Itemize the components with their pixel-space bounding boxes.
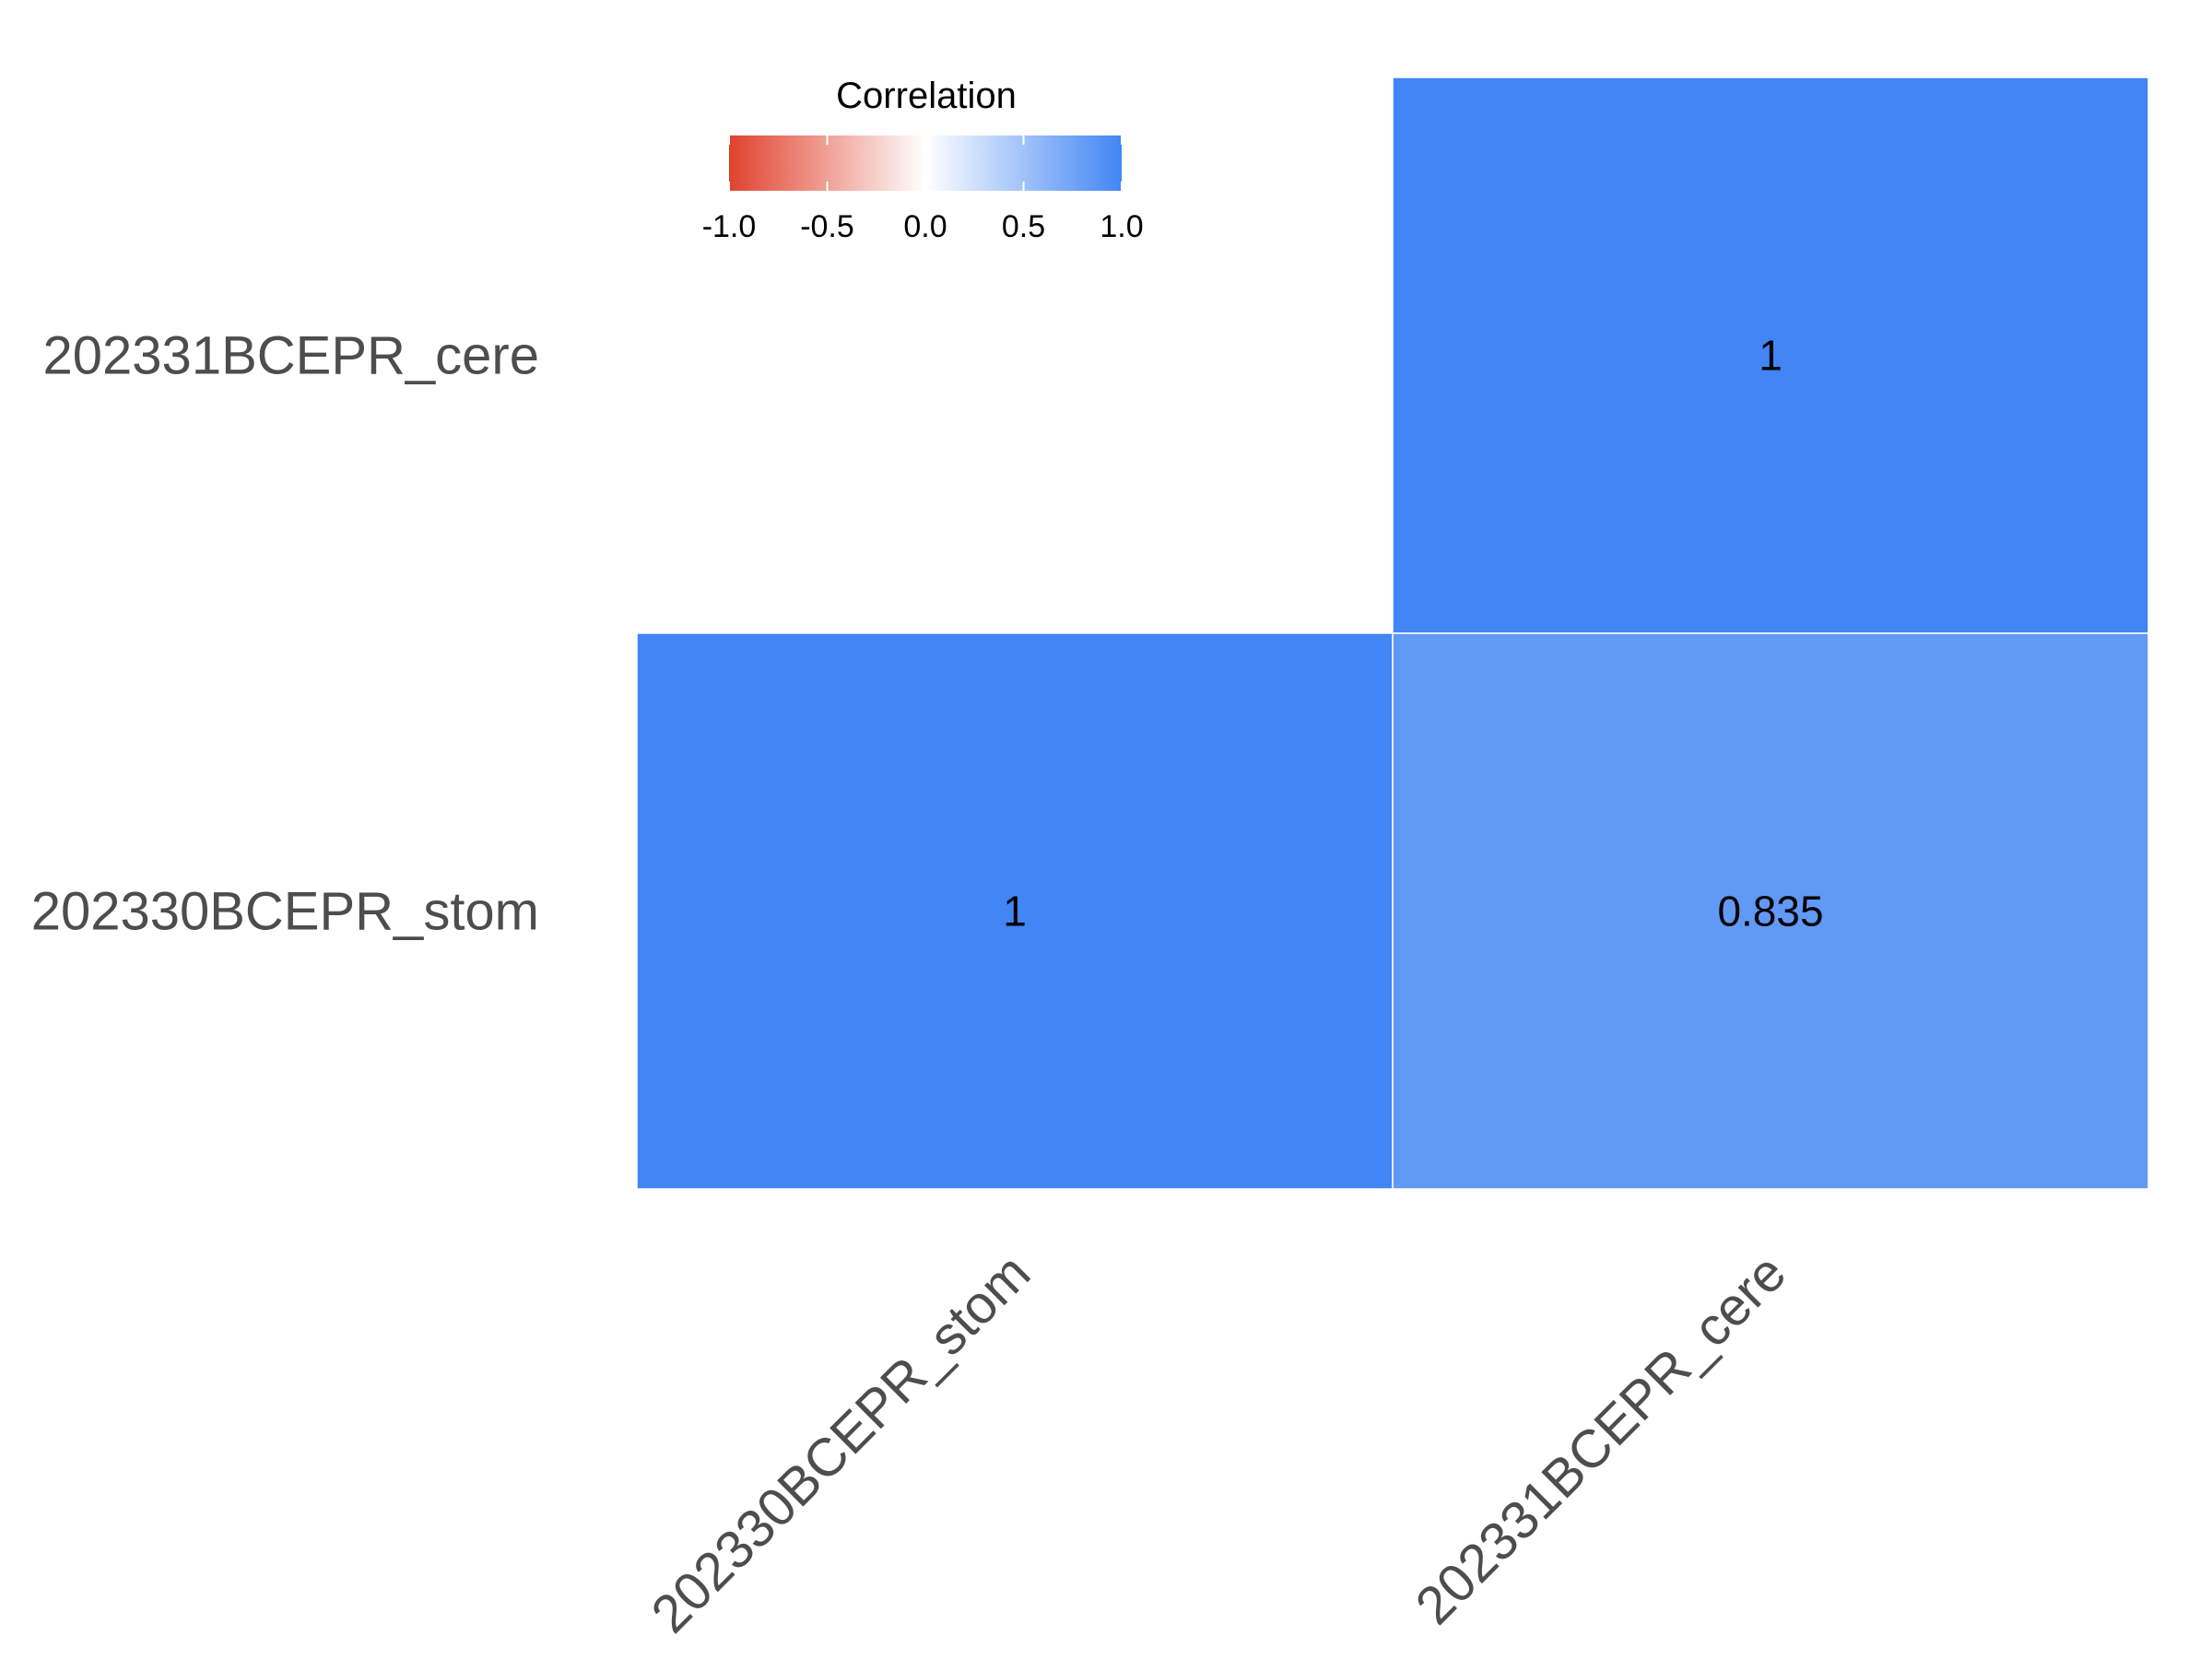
heatmap-cell-labels: 1 0.835 1 [1003,332,1823,935]
y-tick-label: 202331BCEPR_cere [43,326,539,386]
y-axis-labels: 202330BCEPR_stom 202331BCEPR_cere [31,326,539,942]
heatmap-cell [1392,632,2149,1190]
cell-value-label: 0.835 [1717,888,1823,935]
legend-ticks: -1.0 -0.5 0.0 0.5 1.0 [702,135,1144,244]
heatmap-cell [1392,76,2149,634]
heatmap-cell [636,632,1394,1190]
legend-tick-label: 0.5 [1002,209,1045,244]
legend-tick-label: 0.0 [903,209,947,244]
legend-tick-label: -0.5 [800,209,854,244]
x-tick-label: 202331BCEPR_cere [1404,1242,1797,1636]
x-axis-labels: 202330BCEPR_stom 202331BCEPR_cere [640,1242,1797,1644]
y-tick-label: 202330BCEPR_stom [31,882,539,942]
cell-value-label: 1 [1759,332,1783,380]
legend-title: Correlation [836,76,1017,116]
legend: Correlation -1.0 -0.5 0.0 0.5 1.0 [702,76,1144,244]
cell-value-label: 1 [1003,888,1027,935]
x-tick-label: 202330BCEPR_stom [640,1242,1041,1644]
legend-tick-label: 1.0 [1100,209,1143,244]
legend-tick-label: -1.0 [702,209,757,244]
heatmap-cells [636,76,2149,1190]
